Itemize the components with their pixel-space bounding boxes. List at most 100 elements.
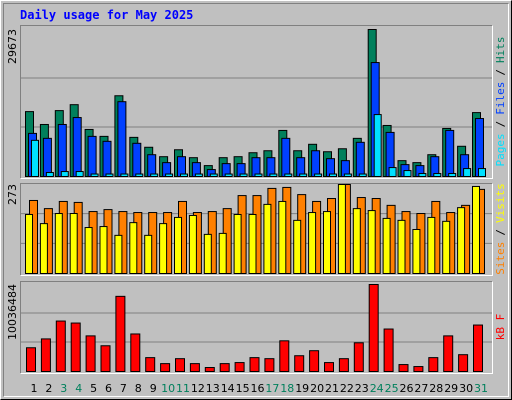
bar (463, 168, 472, 178)
bar (85, 335, 96, 373)
bar (478, 168, 486, 178)
bar (102, 140, 112, 178)
bar (338, 358, 349, 373)
plot-bevel (20, 281, 493, 374)
x-tick-label: 20 (310, 382, 324, 395)
plot-bevel (20, 183, 493, 276)
bar (54, 213, 63, 274)
x-tick-label: 28 (429, 382, 443, 395)
bar (281, 137, 291, 178)
bar (209, 173, 218, 177)
bar (263, 203, 272, 274)
bar (234, 362, 245, 372)
bar (442, 220, 451, 274)
bar (159, 223, 168, 274)
bar (269, 173, 278, 177)
bar (352, 208, 361, 274)
x-tick-label: 26 (400, 382, 414, 395)
bar (57, 123, 67, 178)
bar (42, 137, 52, 178)
bar (383, 328, 394, 372)
bar (279, 340, 290, 373)
bar (72, 117, 82, 177)
x-tick-label: 19 (295, 382, 309, 395)
bar (135, 173, 144, 177)
bar (45, 172, 54, 178)
bar (26, 347, 36, 373)
legend: kB F (494, 314, 507, 341)
bar (382, 217, 391, 274)
x-tick-label: 9 (150, 382, 157, 395)
bevel (3, 3, 509, 397)
bar (324, 362, 334, 372)
bar (114, 234, 123, 275)
bar (165, 173, 174, 177)
legend-entry: kB F (494, 314, 507, 341)
bar (55, 320, 66, 372)
bar (87, 135, 97, 177)
bar (264, 358, 275, 373)
bar (473, 324, 483, 372)
bar (457, 207, 466, 274)
plot-bevel (20, 183, 493, 276)
x-tick-label: 2 (45, 382, 52, 395)
bar (90, 173, 99, 177)
x-tick-label: 17 (265, 382, 279, 395)
x-tick-label: 7 (120, 382, 127, 395)
bar (388, 167, 397, 178)
bar (278, 200, 287, 274)
bar (194, 173, 203, 177)
x-tick-label: 13 (206, 382, 220, 395)
bar (294, 355, 305, 373)
bar (433, 173, 442, 178)
bar (398, 364, 409, 373)
bar (248, 213, 257, 274)
bar (249, 357, 260, 373)
x-tick-label: 14 (221, 382, 235, 395)
y-tick-label: 273 (6, 184, 19, 205)
bar (117, 101, 127, 177)
bar (397, 219, 406, 275)
bar (120, 173, 129, 177)
plot-bevel (20, 25, 493, 179)
x-tick-label: 27 (414, 382, 428, 395)
x-tick-label: 23 (355, 382, 369, 395)
bar (70, 322, 81, 373)
bar (308, 212, 317, 275)
x-tick-label: 25 (385, 382, 399, 395)
bar (175, 358, 185, 373)
bar (299, 173, 308, 177)
x-tick-label: 22 (340, 382, 354, 395)
legend-separator: / (494, 229, 507, 236)
bar (40, 338, 51, 373)
x-tick-label: 24 (370, 382, 384, 395)
legend: Sites / Visits (494, 183, 507, 275)
bar (445, 129, 455, 177)
bar (368, 284, 379, 372)
legend-entry: Sites (494, 242, 507, 275)
y-tick-label: 29673 (6, 29, 19, 64)
x-tick-label: 29 (444, 382, 458, 395)
bar (145, 357, 156, 373)
bar (314, 173, 323, 177)
bar (448, 173, 457, 178)
bar (373, 114, 382, 178)
y-tick-label: 10036484 (6, 284, 19, 340)
bar (309, 350, 320, 372)
bar (129, 222, 138, 274)
bar (367, 210, 376, 274)
bar (31, 139, 39, 178)
bar (204, 367, 215, 372)
bar (132, 142, 142, 178)
bar (284, 173, 293, 177)
bar (413, 366, 424, 372)
bar (218, 232, 227, 274)
x-tick-label: 1 (31, 382, 38, 395)
bar (144, 234, 153, 275)
bar (203, 233, 212, 274)
bevel (3, 3, 509, 397)
legend-entry: Visits (494, 183, 507, 223)
bar (189, 363, 200, 373)
